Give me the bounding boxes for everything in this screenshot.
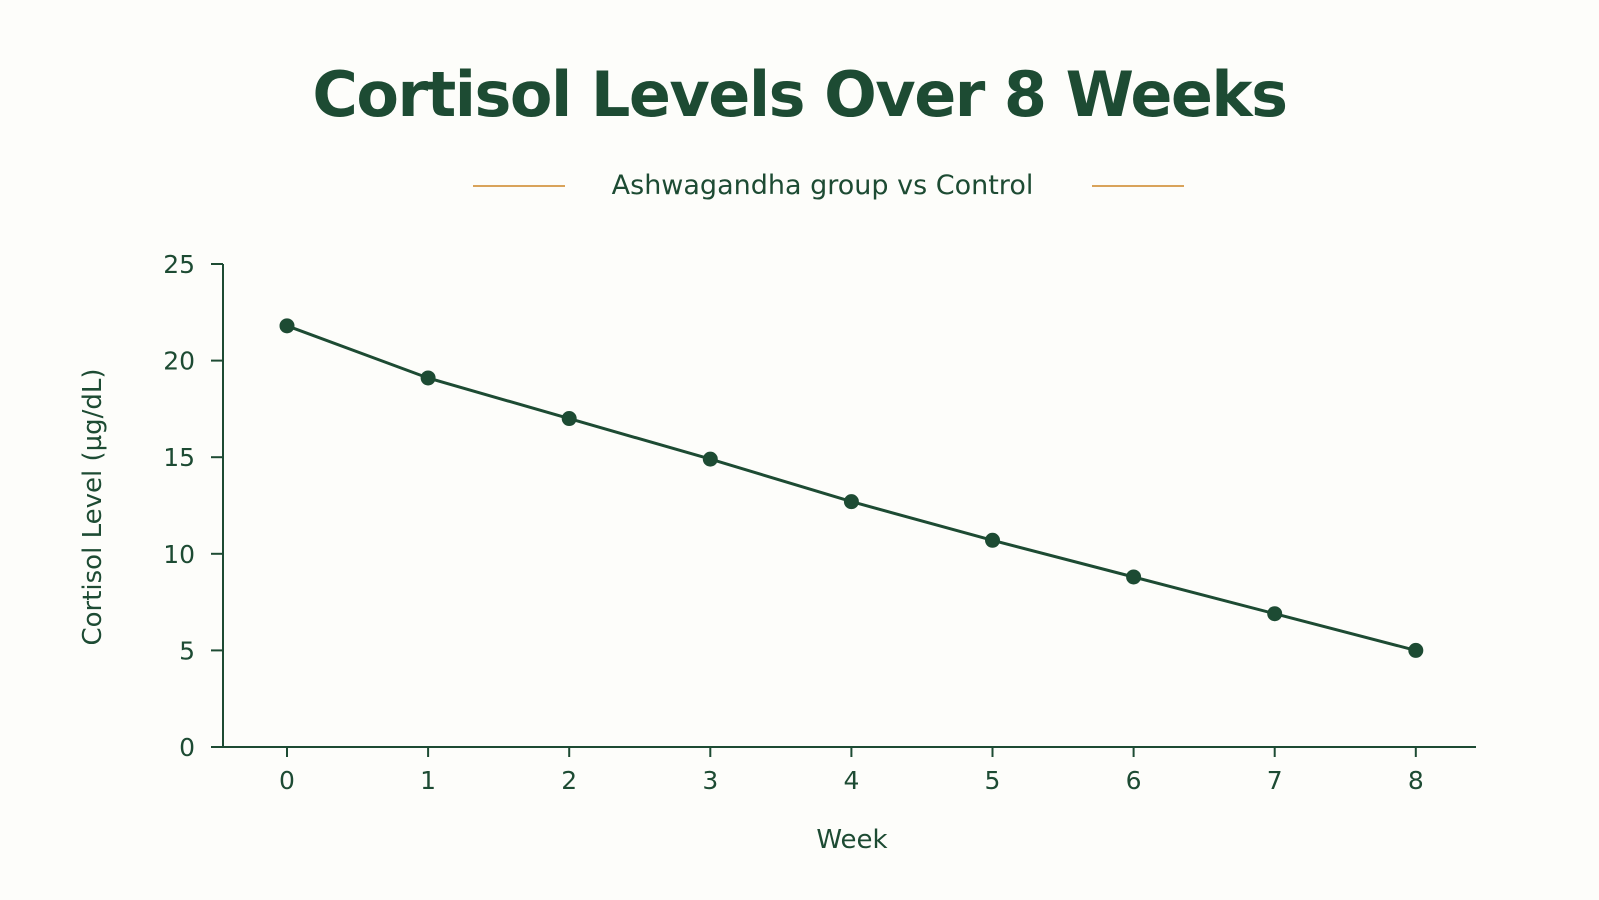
x-tick-label: 5 xyxy=(985,766,1001,795)
x-tick-label: 3 xyxy=(702,766,718,795)
subtitle-rule-left xyxy=(473,185,565,187)
x-tick-label: 4 xyxy=(843,766,859,795)
y-tick-label: 5 xyxy=(179,636,195,665)
data-point xyxy=(561,411,577,427)
x-tick-label: 2 xyxy=(561,766,577,795)
data-point xyxy=(420,370,436,386)
data-point xyxy=(1408,642,1424,658)
x-tick-label: 8 xyxy=(1408,766,1424,795)
x-axis: 0 1 2 3 4 5 6 7 8 xyxy=(211,746,1476,795)
data-point xyxy=(985,532,1000,548)
chart-title: Cortisol Levels Over 8 Weeks xyxy=(312,58,1288,131)
x-tick-label: 7 xyxy=(1267,766,1283,795)
x-tick-label: 0 xyxy=(279,766,295,795)
data-point xyxy=(279,318,295,334)
data-point xyxy=(1267,606,1283,622)
subtitle-rule-right xyxy=(1092,185,1184,187)
data-point xyxy=(843,494,859,510)
y-tick-label: 15 xyxy=(163,443,195,472)
y-axis: 0 5 10 15 20 25 xyxy=(163,250,224,762)
y-axis-label: Cortisol Level (µg/dL) xyxy=(78,368,108,645)
series-group xyxy=(279,318,1424,658)
data-point xyxy=(702,451,718,467)
y-tick-label: 0 xyxy=(179,733,195,762)
x-tick-label: 6 xyxy=(1126,766,1142,795)
y-tick-label: 25 xyxy=(163,250,195,279)
data-point xyxy=(1126,569,1142,585)
x-tick-label: 1 xyxy=(420,766,436,795)
chart-subtitle: Ashwagandha group vs Control xyxy=(611,170,1034,201)
subtitle-row: Ashwagandha group vs Control xyxy=(0,166,1599,206)
y-tick-label: 20 xyxy=(163,347,195,376)
series-line xyxy=(286,324,1417,652)
x-axis-label: Week xyxy=(816,825,887,855)
y-tick-label: 10 xyxy=(163,540,195,569)
